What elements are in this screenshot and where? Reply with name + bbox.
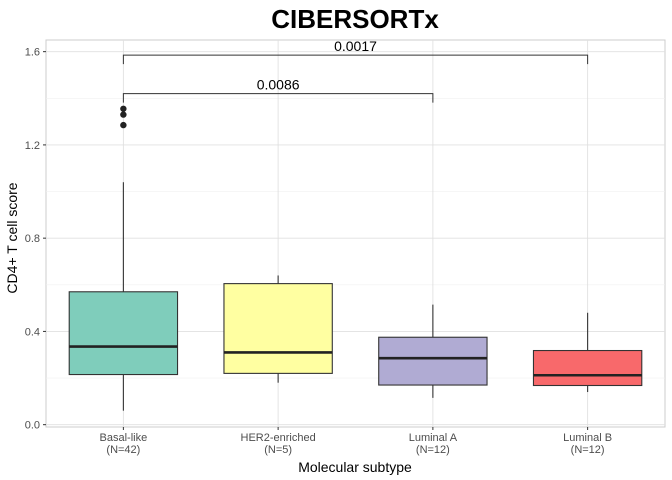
x-tick-label: Luminal A bbox=[409, 432, 458, 444]
box-luminal-b bbox=[532, 312, 643, 393]
boxes bbox=[68, 105, 643, 411]
significance-brackets: 0.0086 0.0017 bbox=[122, 38, 589, 103]
comparison-bracket bbox=[122, 93, 434, 103]
box-her2-enriched bbox=[223, 275, 333, 383]
outlier-point bbox=[120, 111, 127, 118]
y-axis-title: CD4+ T cell score bbox=[4, 182, 20, 293]
y-tick-label: 1.2 bbox=[25, 140, 40, 152]
x-tick-label: Basal-like bbox=[100, 432, 148, 444]
x-tick-count: (N=12) bbox=[571, 444, 605, 456]
p-value-label: 0.0086 bbox=[257, 77, 300, 93]
y-tick-label: 0.8 bbox=[25, 233, 40, 245]
x-tick-label: HER2-enriched bbox=[241, 432, 316, 444]
y-axis-ticks: 0.0 0.4 0.8 1.2 1.6 bbox=[25, 47, 46, 432]
x-tick-count: (N=12) bbox=[416, 444, 450, 456]
y-tick-label: 0.4 bbox=[25, 326, 40, 338]
x-axis-title: Molecular subtype bbox=[298, 459, 412, 475]
x-axis-categories: Basal-like(N=42) HER2-enriched(N=5) Lumina… bbox=[100, 427, 612, 456]
x-tick-count: (N=5) bbox=[264, 444, 292, 456]
x-tick-label: Luminal B bbox=[563, 432, 612, 444]
outlier-point bbox=[120, 105, 127, 112]
outlier-point bbox=[120, 121, 127, 129]
p-value-label: 0.0017 bbox=[334, 38, 377, 54]
box-luminal-a bbox=[378, 304, 488, 398]
y-tick-label: 0.0 bbox=[25, 420, 40, 432]
box-body bbox=[532, 349, 643, 387]
x-tick-count: (N=42) bbox=[106, 444, 140, 456]
comparison-bracket bbox=[122, 54, 589, 65]
box-body bbox=[378, 336, 488, 386]
chart-title: CIBERSORTx bbox=[271, 4, 439, 34]
box-body bbox=[68, 291, 179, 376]
box-basal-like bbox=[68, 105, 179, 411]
box-body bbox=[223, 283, 333, 374]
y-tick-label: 1.6 bbox=[25, 47, 40, 59]
